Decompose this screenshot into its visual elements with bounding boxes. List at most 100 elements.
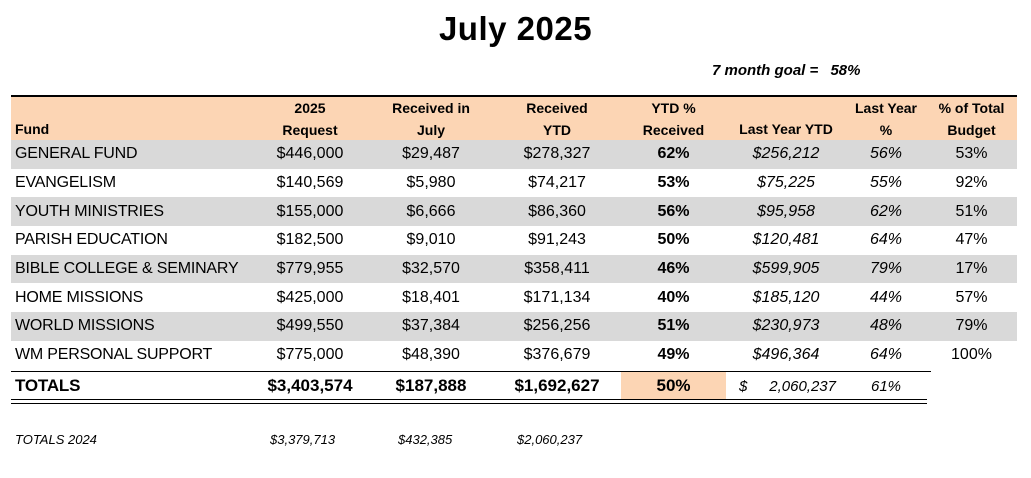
request-value: $425,000 [276, 288, 344, 306]
report-title: July 2025 [438, 10, 593, 47]
request-value: $155,000 [276, 202, 344, 220]
received-month-value: $6,666 [406, 202, 456, 220]
goal-note: 7 month goal = 58% [712, 62, 860, 79]
fund-name: WM PERSONAL SUPPORT [15, 346, 213, 364]
received-ytd-value: $376,679 [523, 346, 591, 364]
header-received-ytd: Received YTD [526, 99, 588, 138]
received-month-value: $29,487 [402, 145, 460, 163]
totals-2024-label: TOTALS 2024 [15, 431, 97, 447]
totals-received-month: $187,888 [395, 376, 467, 395]
table-row: YOUTH MINISTRIES $155,000 $6,666 $86,360 56%… [11, 197, 1017, 227]
received-ytd-value: $171,134 [523, 288, 591, 306]
last-year-ytd-value: $95,958 [757, 202, 815, 220]
table-row: EVANGELISM $140,569 $5,980 $74,217 53% $75,22… [11, 169, 1017, 198]
totals-last-year-value: 2,060,237 [769, 377, 836, 395]
received-month-value: $37,384 [402, 317, 460, 335]
table-row: WM PERSONAL SUPPORT $775,000 $48,390 $376,6… [11, 341, 1017, 370]
table-row: HOME MISSIONS $425,000 $18,401 $171,134 40% $… [11, 283, 1017, 312]
totals-2024-received-month: $432,385 [398, 431, 453, 447]
fund-name: PARISH EDUCATION [15, 231, 168, 249]
request-value: $499,550 [276, 317, 344, 335]
received-ytd-value: $256,256 [523, 317, 591, 335]
table-header: Fund 2025 Request Received in July Recei… [11, 95, 1017, 140]
fund-name: BIBLE COLLEGE & SEMINARY [15, 260, 239, 278]
last-year-pct-value: 62% [869, 202, 903, 220]
totals-2024-request: $3,379,713 [270, 431, 336, 447]
pct-total-budget-value: 100% [951, 346, 992, 364]
header-request: 2025 Request [282, 99, 338, 138]
last-year-ytd-value: $496,364 [752, 346, 820, 364]
header-last-year-ytd: Last Year YTD [739, 121, 833, 137]
received-month-value: $32,570 [402, 260, 460, 278]
fund-name: HOME MISSIONS [15, 288, 144, 306]
totals-request: $3,403,574 [267, 376, 353, 395]
ytd-pct-value: 53% [657, 174, 690, 192]
last-year-ytd-value: $75,225 [757, 174, 815, 192]
pct-total-budget-value: 92% [955, 174, 988, 192]
ytd-pct-value: 50% [657, 231, 690, 249]
totals-received-ytd: $1,692,627 [514, 376, 600, 395]
pct-total-budget-value: 47% [955, 231, 988, 249]
received-ytd-value: $91,243 [528, 231, 586, 249]
totals-last-year-pct: 61% [870, 377, 902, 395]
totals-2024-received-ytd: $2,060,237 [517, 431, 583, 447]
pct-total-budget-value: 17% [955, 260, 988, 278]
request-value: $779,955 [276, 260, 344, 278]
header-ytd-pct: YTD % Received [642, 99, 705, 138]
request-value: $182,500 [276, 231, 344, 249]
fund-name: GENERAL FUND [15, 145, 138, 163]
totals-last-year-ytd: $ 2,060,237 [729, 372, 846, 400]
table-row: GENERAL FUND $446,000 $29,487 $278,327 62% $2… [11, 140, 1017, 169]
totals-double-underline [11, 399, 927, 404]
fund-name: EVANGELISM [15, 174, 116, 192]
request-value: $446,000 [276, 145, 344, 163]
ytd-pct-value: 46% [657, 260, 690, 278]
received-ytd-value: $278,327 [523, 145, 591, 163]
last-year-pct-value: 79% [869, 260, 903, 278]
last-year-pct-value: 55% [869, 174, 903, 192]
last-year-ytd-value: $185,120 [752, 288, 820, 306]
last-year-ytd-value: $256,212 [752, 145, 820, 163]
last-year-ytd-value: $230,973 [752, 317, 820, 335]
received-ytd-value: $86,360 [528, 202, 586, 220]
request-value: $140,569 [276, 174, 344, 192]
last-year-pct-value: 48% [869, 317, 903, 335]
totals-row: TOTALS $3,403,574 $187,888 $1,692,627 50… [11, 371, 931, 400]
last-year-ytd-value: $599,905 [752, 260, 820, 278]
last-year-ytd-value: $120,481 [752, 231, 820, 249]
ytd-pct-value: 62% [657, 145, 690, 163]
header-pct-total-budget: % of Total Budget [938, 99, 1005, 138]
fund-name: YOUTH MINISTRIES [15, 202, 164, 220]
goal-value: 58% [830, 62, 861, 79]
totals-ytd-pct: 50% [621, 372, 726, 400]
last-year-pct-value: 64% [869, 346, 903, 364]
header-last-year-pct: Last Year % [854, 99, 917, 138]
request-value: $775,000 [276, 346, 344, 364]
header-fund: Fund [15, 121, 50, 137]
totals-label: TOTALS [15, 376, 81, 395]
received-month-value: $9,010 [406, 231, 456, 249]
pct-total-budget-value: 51% [955, 202, 988, 220]
received-ytd-value: $358,411 [524, 260, 590, 278]
header-received-month: Received in July [392, 99, 470, 138]
pct-total-budget-value: 53% [955, 145, 988, 163]
received-month-value: $5,980 [406, 174, 456, 192]
ytd-pct-value: 49% [657, 346, 690, 364]
last-year-pct-value: 56% [869, 145, 903, 163]
totals-2024-row: TOTALS 2024 $3,379,713 $432,385 $2,060,2… [11, 430, 711, 448]
totals-last-year-symbol: $ [739, 377, 748, 395]
table-row: WORLD MISSIONS $499,550 $37,384 $256,256 51%… [11, 312, 1017, 341]
pct-total-budget-value: 79% [955, 317, 988, 335]
received-ytd-value: $74,217 [528, 174, 586, 192]
last-year-pct-value: 44% [869, 288, 903, 306]
ytd-pct-value: 51% [657, 317, 690, 335]
goal-label: 7 month goal = [712, 62, 819, 79]
ytd-pct-value: 56% [657, 202, 690, 220]
received-month-value: $18,401 [402, 288, 460, 306]
ytd-pct-value: 40% [657, 288, 690, 306]
fund-name: WORLD MISSIONS [15, 317, 155, 335]
last-year-pct-value: 64% [869, 231, 903, 249]
table-body: GENERAL FUND $446,000 $29,487 $278,327 62% $2… [11, 140, 1017, 370]
table-row: PARISH EDUCATION $182,500 $9,010 $91,243 50%… [11, 226, 1017, 255]
fund-table: Fund 2025 Request Received in July Recei… [11, 95, 1017, 370]
